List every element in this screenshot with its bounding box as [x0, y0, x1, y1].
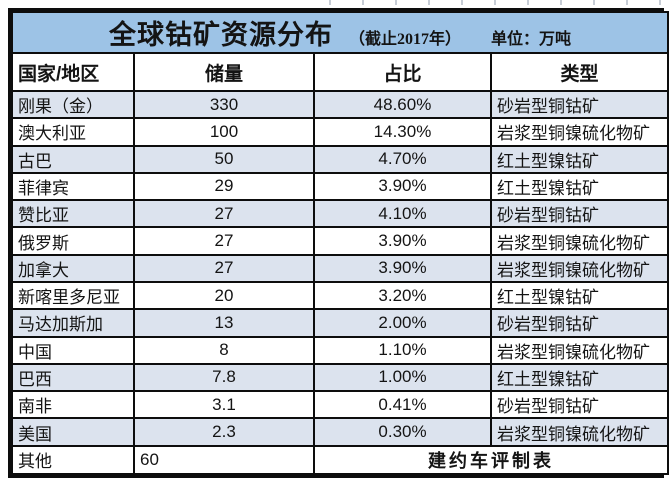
cell-share: 0.30%: [313, 417, 492, 447]
cell-country: 菲律宾: [11, 171, 135, 202]
cell-type: 红土型镍钴矿: [489, 362, 670, 393]
table-title-row: 全球钴矿资源分布 （截止2017年） 单位：万吨: [10, 11, 670, 54]
cell-country: 马达加斯加: [11, 308, 135, 338]
table-row: 刚果（金） 330 48.60% 砂岩型铜钴矿: [11, 89, 670, 120]
column-header-reserve: 储量: [133, 52, 315, 92]
cell-reserve: 2.3: [133, 417, 315, 447]
table-header-row: 国家/地区 储量 占比 类型: [11, 52, 670, 92]
cell-type: 砂岩型铜钴矿: [489, 390, 670, 420]
cell-reserve: 29: [133, 171, 315, 202]
cell-country: 赞比亚: [11, 199, 135, 229]
table-row: 新喀里多尼亚 20 3.20% 红土型镍钴矿: [11, 280, 670, 311]
cell-reserve-other: 60: [133, 444, 315, 476]
cell-type: 红土型镍钴矿: [489, 144, 670, 174]
cell-country: 俄罗斯: [11, 226, 135, 256]
cell-type: 岩浆型铜镍硫化物矿: [489, 417, 670, 447]
table-row: 澳大利亚 100 14.30% 岩浆型铜镍硫化物矿: [11, 117, 670, 147]
cell-share: 14.30%: [313, 117, 492, 147]
cell-type: 红土型镍钴矿: [489, 280, 670, 311]
cell-reserve: 27: [133, 226, 315, 256]
table-row: 俄罗斯 27 3.90% 岩浆型铜镍硫化物矿: [11, 226, 670, 256]
cell-type: 岩浆型铜镍硫化物矿: [489, 226, 670, 256]
cell-share: 2.00%: [313, 308, 492, 338]
cell-type: 岩浆型铜镍硫化物矿: [489, 335, 670, 365]
cell-country: 南非: [11, 390, 135, 420]
cell-country: 古巴: [11, 144, 135, 174]
table-row: 赞比亚 27 4.10% 砂岩型铜钴矿: [11, 199, 670, 229]
cell-type: 砂岩型铜钴矿: [489, 199, 670, 229]
cell-country: 加拿大: [11, 253, 135, 283]
table-row: 美国 2.3 0.30% 岩浆型铜镍硫化物矿: [11, 417, 670, 447]
table-row: 巴西 7.8 1.00% 红土型镍钴矿: [11, 362, 670, 393]
table-row: 中国 8 1.10% 岩浆型铜镍硫化物矿: [11, 335, 670, 365]
cell-reserve: 50: [133, 144, 315, 174]
cell-share: 0.41%: [313, 390, 492, 420]
cell-reserve: 8: [133, 335, 315, 365]
cell-type: 岩浆型铜镍硫化物矿: [489, 117, 670, 147]
cell-country: 巴西: [11, 362, 135, 393]
cell-share: 3.90%: [313, 253, 492, 283]
cobalt-resource-table: 全球钴矿资源分布 （截止2017年） 单位：万吨 国家/地区 储量 占比 类型 …: [8, 8, 670, 478]
spreadsheet-gridline-ticks: [298, 0, 666, 5]
cell-reserve: 330: [133, 89, 315, 120]
cell-reserve: 20: [133, 280, 315, 311]
cell-share: 4.70%: [313, 144, 492, 174]
cell-country-other: 其他: [11, 444, 135, 476]
cell-type: 岩浆型铜镍硫化物矿: [489, 253, 670, 283]
table-title: 全球钴矿资源分布: [109, 20, 333, 50]
cell-type: 砂岩型铜钴矿: [489, 308, 670, 338]
cell-reserve: 3.1: [133, 390, 315, 420]
cell-reserve: 13: [133, 308, 315, 338]
cell-share: 4.10%: [313, 199, 492, 229]
cell-type: 砂岩型铜钴矿: [489, 89, 670, 120]
cell-reserve: 7.8: [133, 362, 315, 393]
table-row: 马达加斯加 13 2.00% 砂岩型铜钴矿: [11, 308, 670, 338]
table-row: 菲律宾 29 3.90% 红土型镍钴矿: [11, 171, 670, 202]
table-title-date-note: （截止2017年）: [349, 31, 462, 48]
table-footer-row: 其他 60 建约车评制表: [11, 444, 670, 476]
table-row: 古巴 50 4.70% 红土型镍钴矿: [11, 144, 670, 174]
table-row: 南非 3.1 0.41% 砂岩型铜钴矿: [11, 390, 670, 420]
cell-reserve: 100: [133, 117, 315, 147]
cell-share: 1.00%: [313, 362, 492, 393]
cell-share: 1.10%: [313, 335, 492, 365]
cell-type: 红土型镍钴矿: [489, 171, 670, 202]
cell-reserve: 27: [133, 199, 315, 229]
cell-share: 3.20%: [313, 280, 492, 311]
cell-country: 美国: [11, 417, 135, 447]
cell-country: 刚果（金）: [11, 89, 135, 120]
column-header-country: 国家/地区: [11, 52, 135, 92]
table-credit: 建约车评制表: [312, 444, 670, 476]
cell-country: 新喀里多尼亚: [11, 280, 135, 311]
column-header-type: 类型: [489, 52, 670, 92]
cell-share: 48.60%: [313, 89, 492, 120]
cell-share: 3.90%: [313, 171, 492, 202]
cell-country: 澳大利亚: [11, 117, 135, 147]
table-row: 加拿大 27 3.90% 岩浆型铜镍硫化物矿: [11, 253, 670, 283]
table-unit-label: 单位：万吨: [491, 31, 572, 48]
column-header-share: 占比: [313, 52, 492, 92]
cell-share: 3.90%: [313, 226, 492, 256]
cell-country: 中国: [11, 335, 135, 365]
cell-reserve: 27: [133, 253, 315, 283]
